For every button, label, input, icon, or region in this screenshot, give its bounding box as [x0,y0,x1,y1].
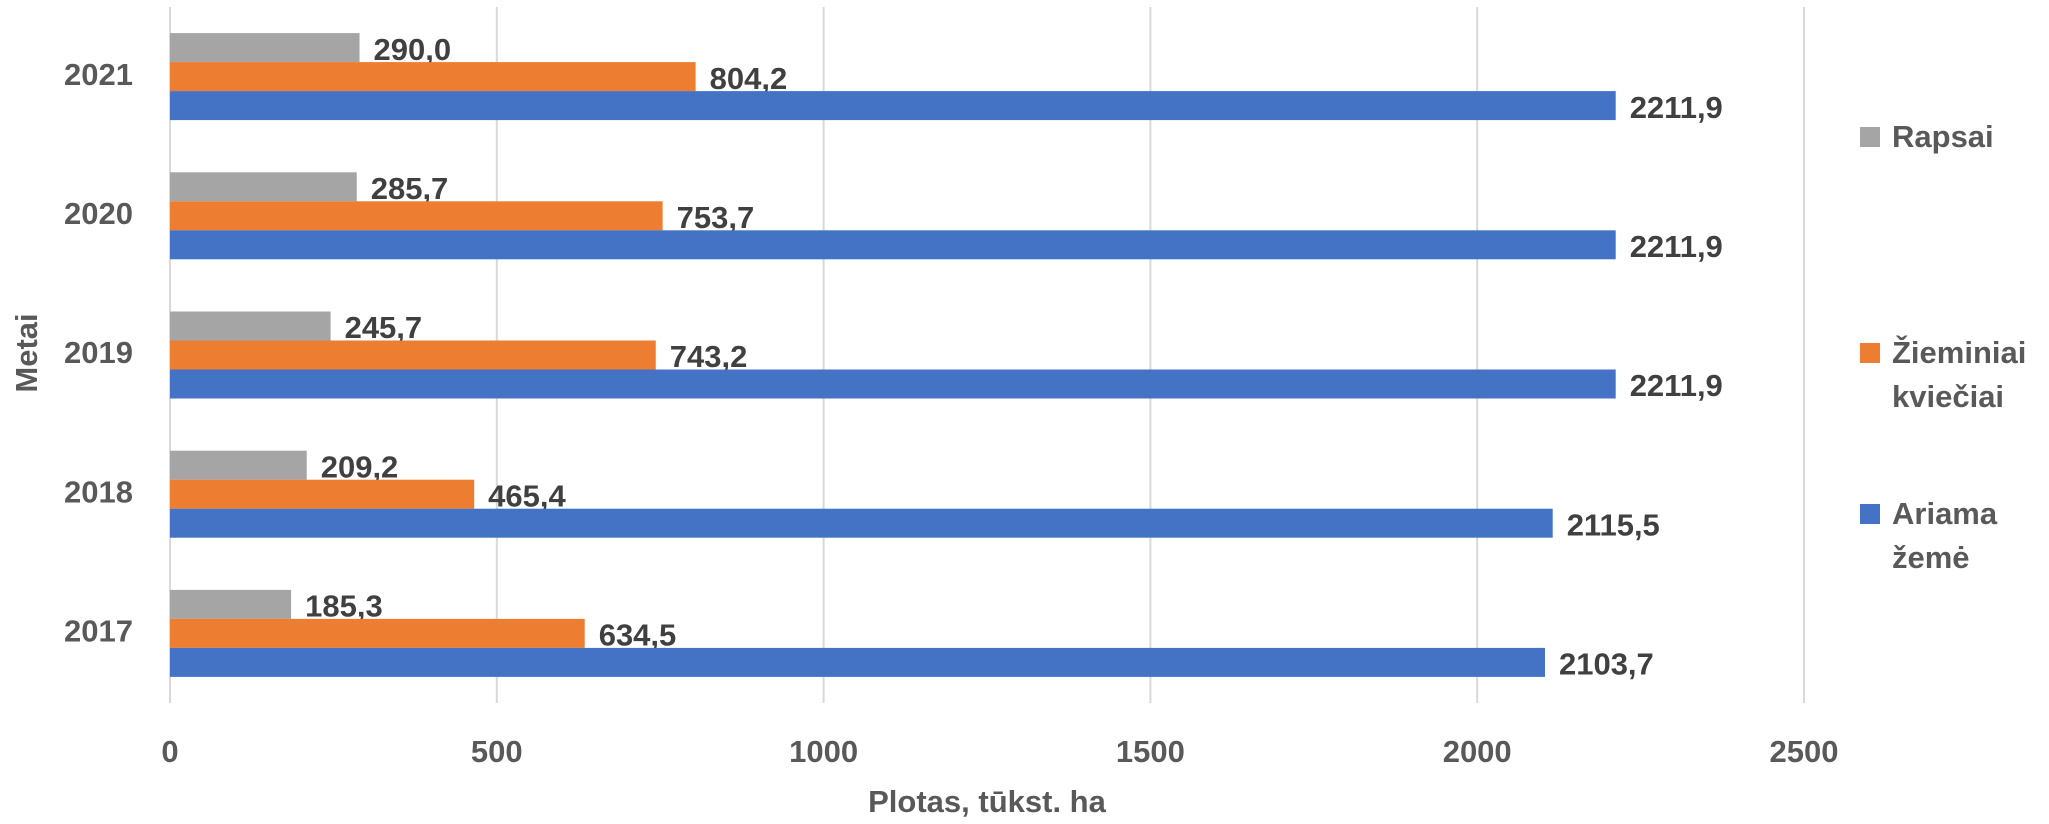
data-label: 2211,9 [1630,368,1723,403]
bar [170,230,1616,260]
data-label: 245,7 [345,310,423,345]
y-tick-label: 2018 [64,474,133,509]
bar [170,618,585,648]
bar [170,450,307,480]
x-tick-label: 2000 [1443,734,1512,769]
y-tick-label: 2021 [64,57,133,92]
bar [170,311,331,341]
y-tick-label: 2019 [64,335,133,370]
bar [170,369,1616,399]
x-tick-label: 500 [471,734,523,769]
legend-label: Ariama žemė [1892,496,1998,575]
data-label: 290,0 [374,32,452,67]
data-label: 285,7 [371,171,449,206]
legend-label: Žieminiai kviečiai [1892,335,2027,414]
bar [170,589,292,619]
y-tick-label: 2020 [64,196,133,231]
x-tick-label: 2500 [1770,734,1839,769]
bar [170,201,663,231]
x-tick-label: 1500 [1116,734,1185,769]
data-label: 804,2 [710,61,788,96]
bar [170,33,360,63]
data-label: 634,5 [599,618,677,653]
data-label: 753,7 [677,200,755,235]
bar [170,62,696,92]
bar [170,479,475,509]
data-label: 209,2 [321,449,399,484]
x-tick-label: 0 [161,734,178,769]
bar [170,172,357,202]
x-axis-title: Plotas, tūkst. ha [868,784,1106,819]
data-label: 2211,9 [1630,90,1723,125]
y-tick-label: 2017 [64,614,133,649]
bar [170,508,1553,538]
bar [170,91,1616,121]
legend-swatch [1860,504,1880,524]
y-axis-title: Metai [9,313,44,392]
legend-label: Rapsai [1892,119,1994,154]
bar [170,647,1545,677]
legend-swatch [1860,343,1880,363]
data-label: 743,2 [670,339,748,374]
data-label: 2211,9 [1630,229,1723,264]
data-label: 2115,5 [1567,507,1660,542]
data-label: 465,4 [488,478,566,513]
data-label: 2103,7 [1559,647,1654,682]
bar [170,340,656,370]
x-tick-label: 1000 [789,734,858,769]
data-label: 185,3 [305,589,383,624]
legend-swatch [1860,127,1880,147]
